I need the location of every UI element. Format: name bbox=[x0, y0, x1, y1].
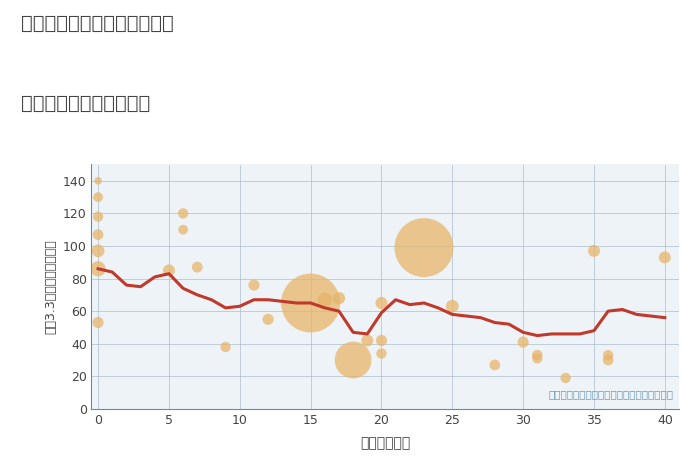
Point bbox=[603, 356, 614, 364]
Point bbox=[92, 213, 104, 220]
Point bbox=[362, 337, 373, 344]
Point bbox=[220, 343, 231, 351]
Point bbox=[489, 361, 500, 368]
Point bbox=[376, 299, 387, 307]
Point bbox=[92, 319, 104, 326]
Point bbox=[248, 282, 260, 289]
Point bbox=[92, 247, 104, 255]
Point bbox=[92, 231, 104, 238]
Point bbox=[92, 265, 104, 273]
Point bbox=[659, 254, 671, 261]
Point bbox=[262, 315, 274, 323]
Text: 築年数別中古戸建て価格: 築年数別中古戸建て価格 bbox=[21, 94, 150, 113]
Point bbox=[376, 337, 387, 344]
Point bbox=[92, 177, 104, 185]
Point bbox=[560, 374, 571, 382]
Point bbox=[532, 352, 543, 359]
Text: 神奈川県横須賀市衣笠栄町の: 神奈川県横須賀市衣笠栄町の bbox=[21, 14, 174, 33]
Point bbox=[532, 355, 543, 362]
Point bbox=[163, 266, 174, 274]
Point bbox=[319, 296, 330, 304]
Point bbox=[347, 356, 358, 364]
Point bbox=[92, 193, 104, 201]
Point bbox=[305, 299, 316, 307]
Point bbox=[178, 210, 189, 217]
Point bbox=[192, 263, 203, 271]
Point bbox=[447, 303, 458, 310]
Point bbox=[589, 247, 600, 255]
Y-axis label: 坪（3.3㎡）単価（万円）: 坪（3.3㎡）単価（万円） bbox=[44, 239, 57, 334]
Point bbox=[419, 244, 430, 251]
X-axis label: 築年数（年）: 築年数（年） bbox=[360, 436, 410, 450]
Text: 円の大きさは、取引のあった物件面積を示す: 円の大きさは、取引のあった物件面積を示す bbox=[548, 389, 673, 399]
Point bbox=[603, 352, 614, 359]
Point bbox=[376, 350, 387, 357]
Point bbox=[517, 338, 528, 346]
Point bbox=[178, 226, 189, 234]
Point bbox=[333, 294, 344, 302]
